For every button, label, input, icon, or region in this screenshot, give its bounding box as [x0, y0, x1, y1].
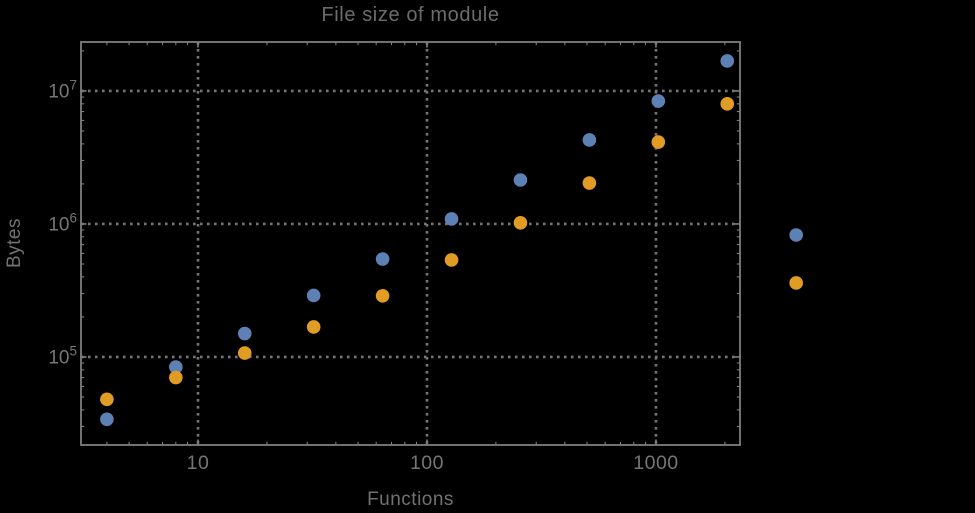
plot-frame: [80, 41, 741, 446]
data-point-series-blue: [169, 360, 183, 374]
data-point-series-orange: [237, 346, 252, 360]
data-point-series-blue: [375, 252, 390, 266]
data-point-series-blue: [237, 326, 252, 341]
data-point-series-blue: [720, 54, 735, 68]
chart-title: File size of module: [321, 4, 500, 26]
data-point-series-orange: [720, 97, 735, 111]
x-axis-label: Functions: [367, 489, 454, 510]
y-tick-label: 105: [48, 343, 77, 368]
x-tick-label: 10: [187, 452, 210, 474]
y-tick-label: 107: [48, 77, 77, 102]
data-point-series-blue: [306, 288, 321, 303]
data-point-series-blue: [789, 228, 803, 242]
data-point-series-orange: [306, 320, 321, 334]
data-point-series-blue: [100, 412, 114, 427]
data-point-series-orange: [513, 216, 528, 230]
data-point-series-orange: [169, 370, 183, 385]
x-tick-label: 100: [410, 452, 444, 474]
y-tick-label: 106: [48, 210, 77, 235]
data-point-series-blue: [444, 212, 459, 226]
data-point-series-orange: [100, 392, 114, 407]
x-tick-label: 1000: [633, 452, 678, 474]
data-point-series-blue: [582, 133, 597, 147]
data-point-series-orange: [582, 176, 597, 190]
data-point-series-orange: [651, 135, 666, 149]
data-point-series-blue: [513, 173, 528, 187]
data-point-series-orange: [789, 276, 803, 290]
data-point-series-orange: [444, 253, 459, 267]
data-point-series-orange: [375, 289, 390, 303]
data-point-series-blue: [651, 94, 666, 108]
